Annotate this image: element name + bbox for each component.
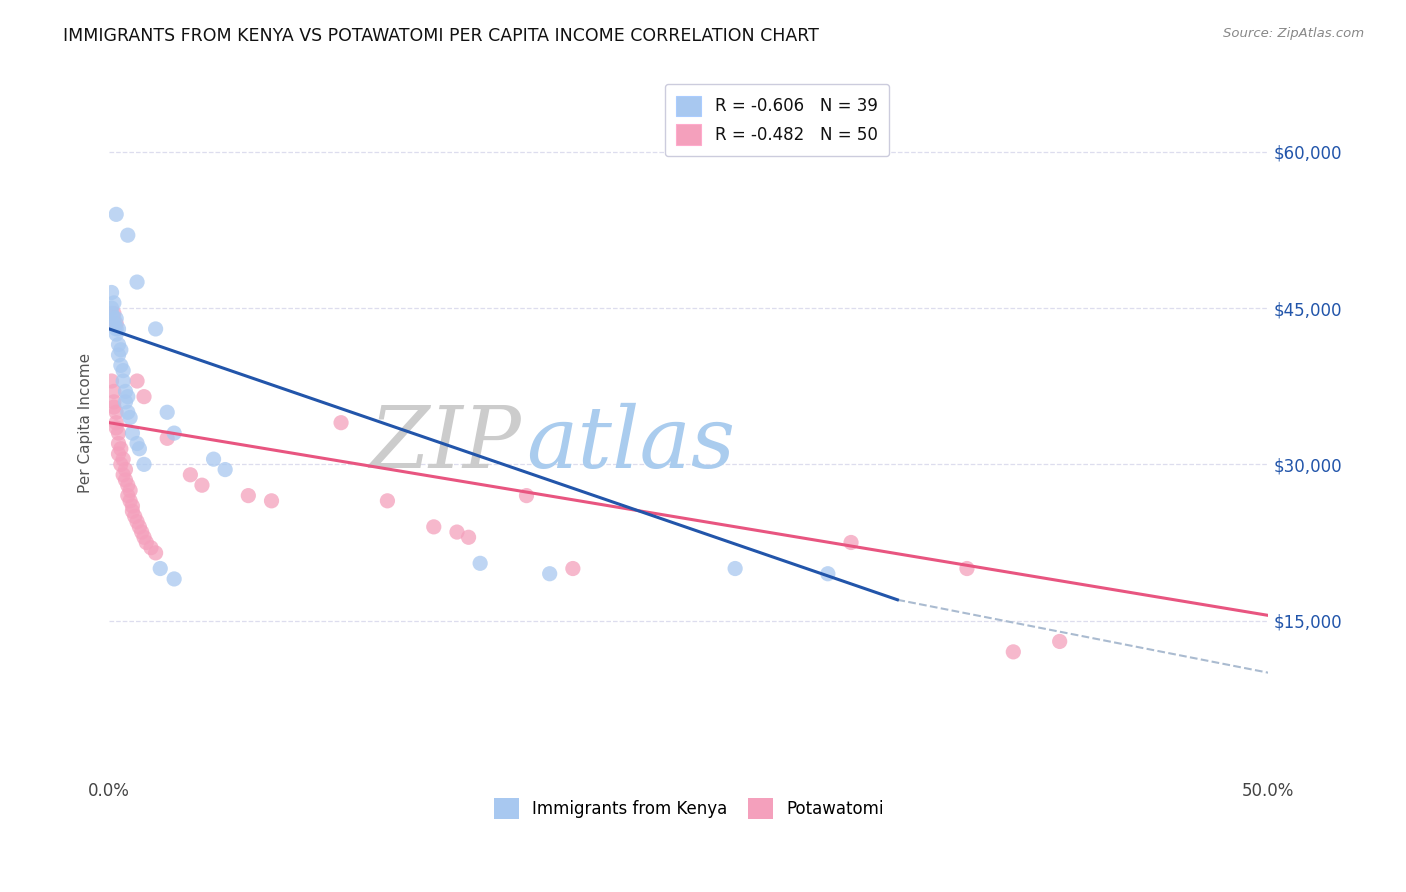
- Point: [145, 322, 167, 336]
- Point: [538, 566, 561, 581]
- Point: [156, 405, 179, 419]
- Point: [110, 442, 132, 456]
- Point: [100, 301, 122, 315]
- Point: [117, 489, 139, 503]
- Point: [125, 275, 148, 289]
- Point: [132, 390, 155, 404]
- Point: [956, 561, 979, 575]
- Point: [114, 462, 136, 476]
- Point: [724, 561, 747, 575]
- Point: [124, 509, 146, 524]
- Point: [1002, 645, 1025, 659]
- Point: [107, 436, 129, 450]
- Point: [156, 431, 179, 445]
- Y-axis label: Per Capita Income: Per Capita Income: [79, 352, 93, 492]
- Point: [105, 421, 128, 435]
- Point: [202, 452, 225, 467]
- Text: atlas: atlas: [526, 402, 735, 485]
- Point: [149, 561, 172, 575]
- Point: [103, 306, 125, 320]
- Point: [100, 374, 122, 388]
- Point: [561, 561, 583, 575]
- Point: [423, 520, 446, 534]
- Point: [114, 384, 136, 399]
- Point: [457, 530, 479, 544]
- Point: [135, 535, 157, 549]
- Point: [125, 515, 148, 529]
- Point: [105, 207, 128, 221]
- Point: [112, 467, 135, 482]
- Point: [839, 535, 862, 549]
- Text: IMMIGRANTS FROM KENYA VS POTAWATOMI PER CAPITA INCOME CORRELATION CHART: IMMIGRANTS FROM KENYA VS POTAWATOMI PER …: [63, 27, 820, 45]
- Text: ZIP: ZIP: [368, 402, 520, 485]
- Point: [132, 458, 155, 472]
- Point: [238, 489, 260, 503]
- Point: [107, 447, 129, 461]
- Point: [120, 483, 142, 498]
- Point: [139, 541, 162, 555]
- Point: [145, 546, 167, 560]
- Point: [179, 467, 201, 482]
- Point: [117, 405, 139, 419]
- Point: [107, 337, 129, 351]
- Point: [121, 499, 143, 513]
- Point: [112, 452, 135, 467]
- Point: [117, 390, 139, 404]
- Point: [110, 343, 132, 357]
- Point: [103, 311, 125, 326]
- Point: [117, 228, 139, 243]
- Point: [163, 572, 186, 586]
- Point: [105, 405, 128, 419]
- Point: [125, 436, 148, 450]
- Point: [128, 442, 150, 456]
- Point: [100, 285, 122, 300]
- Point: [107, 348, 129, 362]
- Point: [1049, 634, 1071, 648]
- Point: [163, 426, 186, 441]
- Point: [103, 395, 125, 409]
- Point: [107, 322, 129, 336]
- Point: [191, 478, 214, 492]
- Point: [103, 317, 125, 331]
- Point: [105, 317, 128, 331]
- Point: [105, 322, 128, 336]
- Point: [377, 493, 399, 508]
- Point: [103, 296, 125, 310]
- Point: [330, 416, 353, 430]
- Point: [114, 395, 136, 409]
- Point: [120, 410, 142, 425]
- Point: [121, 504, 143, 518]
- Point: [105, 327, 128, 342]
- Point: [105, 311, 128, 326]
- Point: [214, 462, 236, 476]
- Point: [112, 363, 135, 377]
- Point: [114, 473, 136, 487]
- Legend: Immigrants from Kenya, Potawatomi: Immigrants from Kenya, Potawatomi: [488, 791, 890, 825]
- Point: [131, 524, 153, 539]
- Point: [121, 426, 143, 441]
- Text: Source: ZipAtlas.com: Source: ZipAtlas.com: [1223, 27, 1364, 40]
- Point: [128, 520, 150, 534]
- Point: [515, 489, 537, 503]
- Point: [125, 374, 148, 388]
- Point: [260, 493, 283, 508]
- Point: [117, 478, 139, 492]
- Point: [105, 416, 128, 430]
- Point: [110, 359, 132, 373]
- Point: [468, 557, 491, 571]
- Point: [110, 458, 132, 472]
- Point: [107, 426, 129, 441]
- Point: [120, 493, 142, 508]
- Point: [446, 524, 468, 539]
- Point: [132, 530, 155, 544]
- Point: [100, 306, 122, 320]
- Point: [103, 400, 125, 414]
- Point: [112, 374, 135, 388]
- Point: [817, 566, 839, 581]
- Point: [103, 384, 125, 399]
